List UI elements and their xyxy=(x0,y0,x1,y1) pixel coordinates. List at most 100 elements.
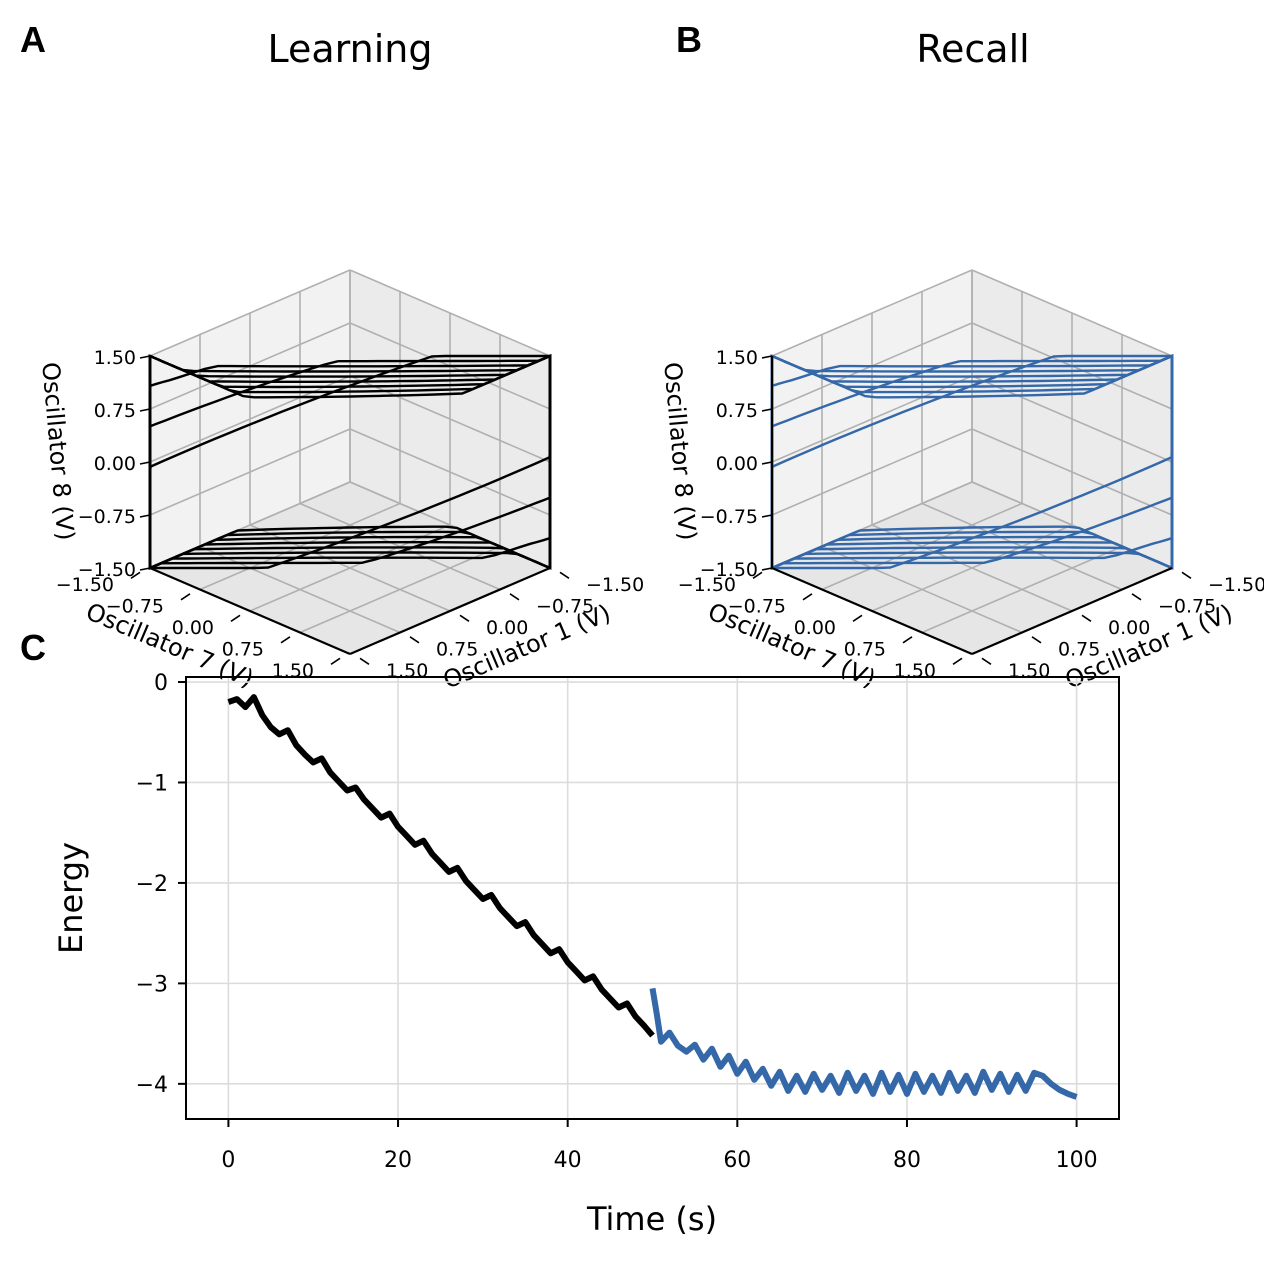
y-ticks: 0 −1 −2 −3 −4 xyxy=(136,671,186,1098)
panel-b-letter: B xyxy=(676,19,702,60)
x-tick-label: 40 xyxy=(554,1148,582,1173)
x-tick-label: 60 xyxy=(723,1148,751,1173)
z-tick xyxy=(761,408,773,412)
panel-c-energy-plot: 0 20 40 60 80 100 0 −1 −2 −3 −4 Time (s) Energy xyxy=(52,671,1120,1238)
z-tick xyxy=(761,461,773,465)
x-tick-label: 0.75 xyxy=(436,638,478,660)
z-tick xyxy=(761,567,773,571)
grid-line xyxy=(771,269,973,357)
grid xyxy=(186,677,1119,1119)
y-tick-label: −0.75 xyxy=(728,595,786,617)
grid-line xyxy=(149,269,351,357)
y-tick xyxy=(330,657,341,665)
grid-line xyxy=(921,545,1123,634)
x-axis-label: Time (s) xyxy=(586,1200,717,1238)
y-tick-label: 0.75 xyxy=(222,638,264,660)
y-axis-line xyxy=(149,566,351,656)
z-tick-label: 1.50 xyxy=(716,347,758,369)
y-tick-label: 0 xyxy=(154,671,168,696)
y-axis-line xyxy=(771,566,973,656)
panel-a-letter: A xyxy=(20,19,46,60)
z-tick xyxy=(761,355,773,359)
x-tick-label: 0.00 xyxy=(486,617,528,639)
plot-frame xyxy=(185,676,1120,1120)
x-tick-label: 100 xyxy=(1056,1148,1098,1173)
y-axis-label: Energy xyxy=(52,842,90,954)
z-tick-label: 0.75 xyxy=(716,400,758,422)
y-tick xyxy=(852,614,863,622)
x-tick xyxy=(359,657,370,665)
x-tick xyxy=(509,593,520,601)
z-tick-label: 0.00 xyxy=(716,453,758,475)
x-tick-label: 1.50 xyxy=(386,660,428,682)
z-tick-label: −0.75 xyxy=(78,506,136,528)
z-tick-label: 0.00 xyxy=(94,453,136,475)
x-tick xyxy=(559,571,570,579)
grid-line xyxy=(971,269,1173,357)
grid-line xyxy=(771,375,973,463)
x-tick-label: 0.00 xyxy=(1108,617,1150,639)
y-tick xyxy=(902,636,913,644)
y-tick-label: 1.50 xyxy=(272,660,314,682)
x-tick xyxy=(1031,636,1042,644)
y-tick xyxy=(230,614,241,622)
z-tick-label: −0.75 xyxy=(700,506,758,528)
grid-line xyxy=(299,545,501,634)
y-tick-label: 0.75 xyxy=(844,638,886,660)
panel-b-title: Recall xyxy=(916,27,1029,71)
y-tick xyxy=(802,593,813,601)
x-tick xyxy=(459,614,470,622)
series-learning xyxy=(227,694,655,1038)
y-tick xyxy=(180,593,191,601)
y-tick-label: −1.50 xyxy=(56,574,114,596)
x-tick-label: 0 xyxy=(221,1148,235,1173)
grid-line xyxy=(149,375,351,463)
x-tick-label: −0.75 xyxy=(536,595,594,617)
x-tick xyxy=(981,657,992,665)
x-tick xyxy=(409,636,420,644)
z-axis-label: Oscillator 8 (V) xyxy=(658,361,701,542)
y-tick-label: −1 xyxy=(136,771,168,796)
x-tick-label: 0.75 xyxy=(1058,638,1100,660)
y-tick-label: −1.50 xyxy=(678,574,736,596)
x-tick-label: −1.50 xyxy=(1208,574,1264,596)
x-ticks: 0 20 40 60 80 100 xyxy=(221,1119,1098,1173)
x-axis-line xyxy=(349,566,551,656)
x-tick-label: 20 xyxy=(384,1148,412,1173)
y-tick-label: 0.00 xyxy=(172,617,214,639)
panel-a-3d-plot: −1.50−1.50−0.75−0.750.000.000.750.751.50… xyxy=(36,269,644,694)
y-tick-label: 0.00 xyxy=(794,617,836,639)
y-tick-label: 1.50 xyxy=(894,660,936,682)
z-tick xyxy=(139,514,151,518)
x-tick xyxy=(1131,593,1142,601)
z-tick xyxy=(139,461,151,465)
y-tick xyxy=(952,657,963,665)
x-tick-label: 1.50 xyxy=(1008,660,1050,682)
z-tick-label: 1.50 xyxy=(94,347,136,369)
z-tick xyxy=(139,408,151,412)
y-tick-label: −2 xyxy=(136,872,168,897)
y-tick xyxy=(752,571,763,579)
x-tick xyxy=(1081,614,1092,622)
x-axis-line xyxy=(971,566,1173,656)
panel-a-title: Learning xyxy=(268,27,433,71)
panel-c-letter: C xyxy=(20,627,46,668)
z-tick-label: −1.50 xyxy=(78,559,136,581)
z-tick xyxy=(139,567,151,571)
x-tick xyxy=(1181,571,1192,579)
y-tick-label: −0.75 xyxy=(106,595,164,617)
x-tick-label: −0.75 xyxy=(1158,595,1216,617)
z-tick-label: 0.75 xyxy=(94,400,136,422)
z-axis-label: Oscillator 8 (V) xyxy=(36,361,79,542)
y-tick-label: −3 xyxy=(136,972,168,997)
y-tick xyxy=(280,636,291,644)
z-tick xyxy=(761,514,773,518)
y-tick xyxy=(130,571,141,579)
x-tick-label: 80 xyxy=(893,1148,921,1173)
panel-b-3d-plot: −1.50−1.50−0.75−0.750.000.000.750.751.50… xyxy=(658,269,1264,694)
grid-line xyxy=(821,545,1023,634)
x-tick-label: −1.50 xyxy=(586,574,644,596)
z-tick xyxy=(139,355,151,359)
grid-line xyxy=(349,269,551,357)
